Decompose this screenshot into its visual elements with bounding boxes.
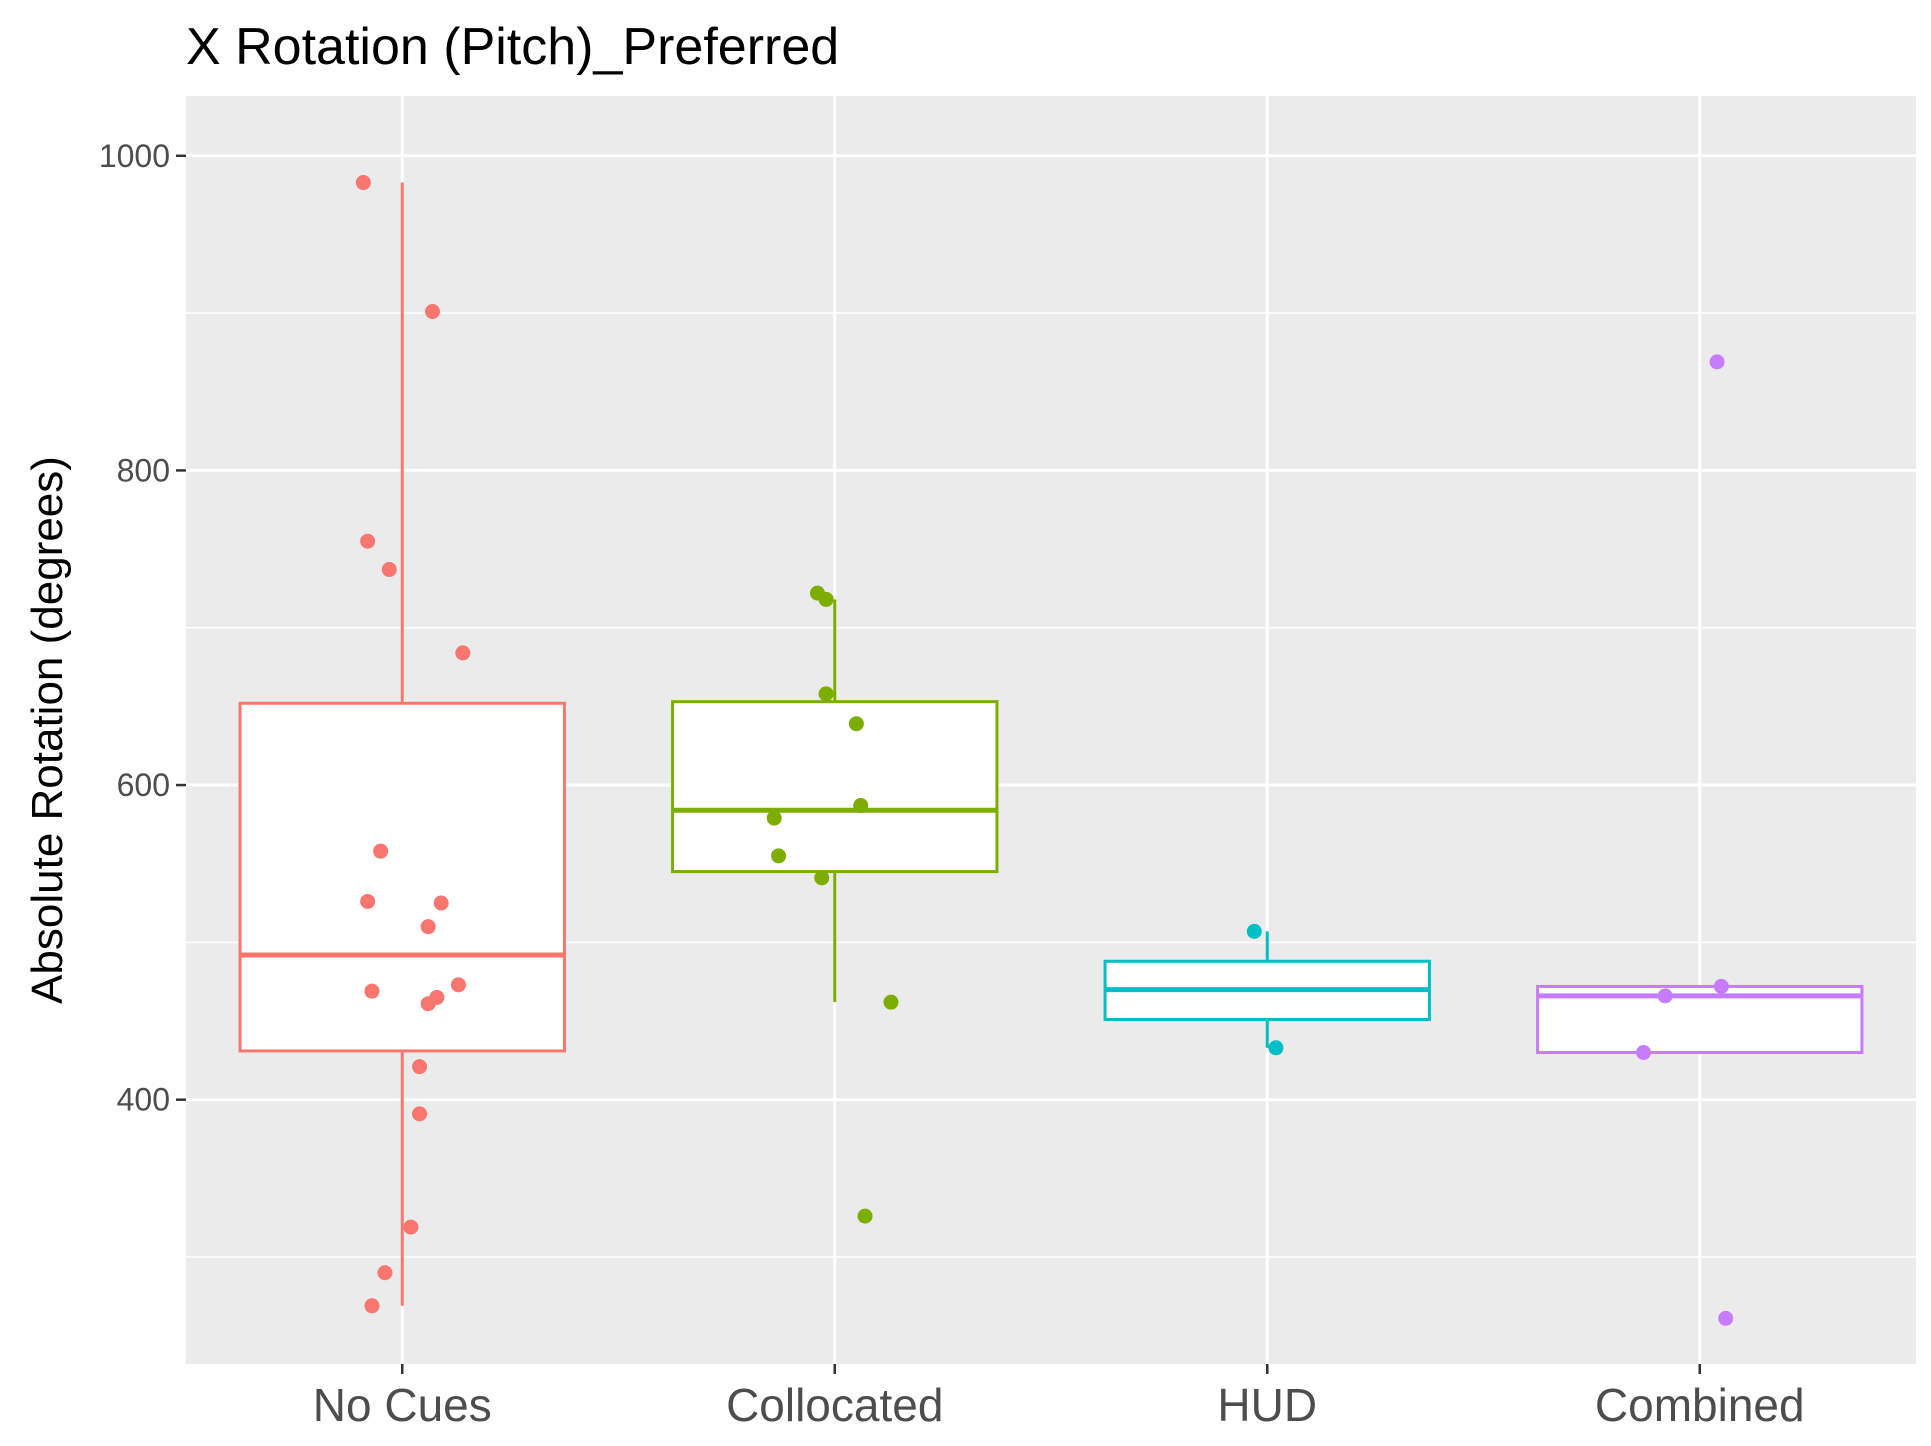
data-point xyxy=(373,843,389,859)
x-tick-label: No Cues xyxy=(313,1379,492,1431)
boxes xyxy=(238,182,1864,1306)
data-point xyxy=(412,1059,428,1075)
data-point xyxy=(420,919,436,935)
data-point xyxy=(1657,988,1673,1004)
data-point xyxy=(853,798,869,814)
box-hud xyxy=(1103,931,1431,1048)
data-point xyxy=(420,996,436,1012)
data-point xyxy=(355,175,371,191)
data-point xyxy=(766,810,782,826)
y-tick-label: 400 xyxy=(117,1082,170,1118)
chart-title: X Rotation (Pitch)_Preferred xyxy=(186,18,839,76)
data-point xyxy=(381,562,397,578)
data-point xyxy=(364,1298,380,1314)
y-tick-label: 600 xyxy=(117,767,170,803)
data-point xyxy=(425,304,441,320)
data-point xyxy=(412,1106,428,1122)
data-point xyxy=(455,645,471,661)
data-point xyxy=(1246,923,1262,939)
data-point xyxy=(360,893,376,909)
y-tick-label: 1000 xyxy=(99,138,170,174)
data-point xyxy=(857,1208,873,1224)
box-no-cues xyxy=(238,182,566,1306)
x-tick-label: Combined xyxy=(1595,1379,1805,1431)
x-tick-label: Collocated xyxy=(726,1379,943,1431)
data-point xyxy=(360,533,376,549)
data-point xyxy=(377,1265,393,1281)
x-tick-label: HUD xyxy=(1217,1379,1317,1431)
box-iqr xyxy=(671,700,999,874)
data-point xyxy=(403,1219,419,1235)
y-axis-label: Absolute Rotation (degrees) xyxy=(23,456,72,1004)
data-point xyxy=(818,591,834,607)
axes: 400 600 800 1000 No Cues Collocated HUD Combine… xyxy=(99,138,1805,1431)
box-iqr xyxy=(238,701,566,1053)
y-tick-label: 800 xyxy=(117,452,170,488)
data-point xyxy=(433,895,449,911)
data-point xyxy=(1636,1045,1652,1061)
data-point xyxy=(1268,1040,1284,1056)
points xyxy=(355,175,1734,1326)
data-point xyxy=(771,848,787,864)
data-point xyxy=(1713,978,1729,994)
data-point xyxy=(1718,1310,1734,1326)
data-point xyxy=(848,716,864,732)
data-point xyxy=(1709,354,1725,370)
data-point xyxy=(883,994,899,1010)
data-point xyxy=(814,870,830,886)
data-point xyxy=(364,983,380,999)
box-collocated xyxy=(671,599,999,1003)
data-point xyxy=(818,686,834,702)
box-combined xyxy=(1536,984,1864,1055)
data-point xyxy=(450,977,466,993)
